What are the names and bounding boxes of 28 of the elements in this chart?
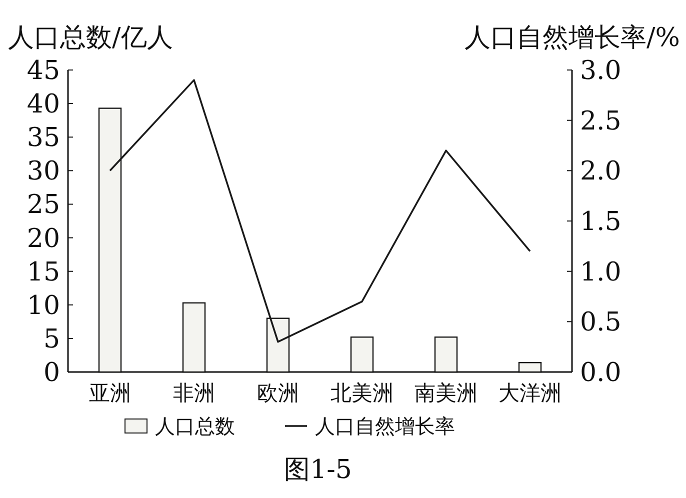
x-tick-label: 北美洲	[330, 381, 394, 405]
legend-label: 人口自然增长率	[315, 414, 455, 438]
legend-label: 人口总数	[155, 414, 235, 438]
y-tick-label: 45	[26, 56, 60, 86]
x-tick-label: 非洲	[173, 381, 215, 405]
x-tick-label: 南美洲	[414, 381, 478, 405]
y-tick-label: 35	[26, 123, 60, 154]
y-axis-title: 人口总数/亿人	[8, 23, 173, 53]
caption: 图1-5	[284, 455, 352, 485]
y-tick-label: 5	[43, 324, 60, 354]
x-tick-label: 欧洲	[257, 381, 299, 405]
y2-tick-label: 0.5	[580, 308, 622, 338]
x-tick-label: 大洋洲	[498, 381, 562, 405]
y2-tick-label: 1.5	[580, 207, 622, 237]
y2-tick-label: 3.0	[580, 56, 622, 86]
y-tick-label: 0	[43, 358, 60, 388]
y-tick-label: 20	[26, 224, 60, 254]
y-tick-label: 25	[26, 190, 60, 220]
y2-tick-label: 0.0	[580, 358, 622, 388]
y-tick-label: 15	[26, 257, 60, 288]
y2-tick-label: 1.0	[580, 257, 622, 288]
y2-axis-title: 人口自然增长率/%	[464, 23, 680, 53]
y-tick-label: 10	[26, 290, 60, 321]
y2-tick-label: 2.0	[580, 156, 622, 187]
x-tick-label: 亚洲	[89, 381, 131, 405]
y2-tick-label: 2.5	[580, 106, 622, 136]
y-tick-label: 40	[26, 90, 60, 120]
y-tick-label: 30	[26, 156, 60, 187]
